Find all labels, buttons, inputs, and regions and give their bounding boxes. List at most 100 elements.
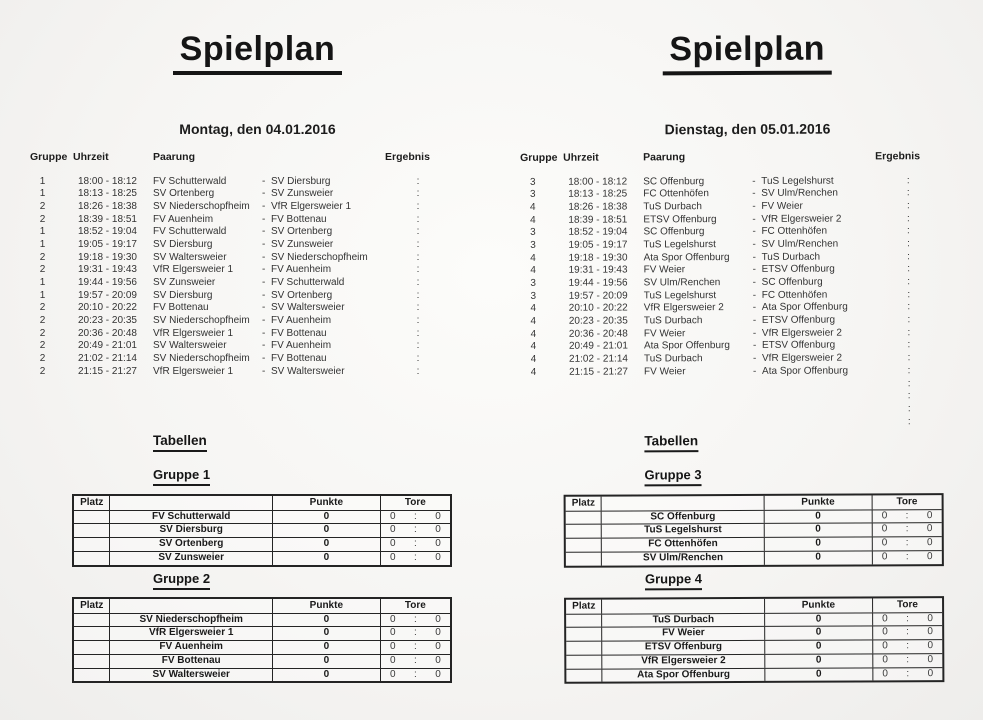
table-row: SV Zunsweier 0 0 : 0: [74, 550, 450, 565]
tore-heim: 0: [882, 640, 888, 652]
table-row: FV Auenheim 0 0 : 0: [74, 640, 450, 654]
row-gruppe: 4: [530, 303, 537, 315]
row-heim-team: TuS Legelshurst: [643, 289, 717, 302]
vs-dash: -: [262, 315, 266, 327]
cell-tore: 0 : 0: [873, 537, 942, 550]
cell-tore: 0 : 0: [381, 627, 450, 640]
tore-colon: :: [413, 538, 417, 550]
schedule-row: 2 20:36 - 20:48 VfR Elgersweier 1 - FV B…: [0, 328, 491, 341]
schedule-row: 2 19:18 - 19:30 SV Waltersweier - SV Nie…: [0, 252, 491, 265]
row-uhrzeit: 18:26 - 18:38: [568, 201, 628, 213]
vs-dash: -: [753, 365, 757, 377]
row-gast-team: SV Zunsweier: [271, 188, 334, 200]
row-uhrzeit: 19:05 - 19:17: [568, 239, 628, 251]
table-row: Ata Spor Offenburg 0 0 : 0: [566, 666, 943, 683]
row-heim-team: SV Diersburg: [153, 289, 213, 301]
row-gast-team: SV Diersburg: [271, 175, 331, 187]
group-heading-gruppe-2: Gruppe 2: [153, 571, 211, 590]
tore-colon: :: [906, 640, 910, 652]
row-heim-team: TuS Durbach: [643, 201, 702, 213]
row-ergebnis-colon: :: [907, 352, 911, 364]
row-gast-team: FV Weier: [761, 200, 803, 212]
vs-dash: -: [262, 188, 266, 200]
row-gruppe: 2: [39, 264, 46, 276]
cell-platz: [74, 538, 111, 551]
tore-heim: 0: [390, 613, 396, 625]
table-row: SV Ulm/Renchen 0 0 : 0: [565, 549, 942, 566]
row-gruppe: 1: [39, 226, 46, 238]
table-body: SC Offenburg 0 0 : 0 TuS Legelshurst 0: [565, 508, 942, 566]
row-gruppe: 2: [39, 353, 46, 365]
row-uhrzeit: 19:57 - 20:09: [78, 289, 137, 301]
tore-colon: :: [413, 627, 417, 639]
cell-tore: 0 : 0: [381, 614, 450, 627]
table-row: VfR Elgersweier 2 0 0 : 0: [566, 652, 943, 669]
tore-gast: 0: [435, 654, 441, 666]
cell-platz: [565, 524, 603, 538]
table-body: FV Schutterwald 0 0 : 0 SV Diersburg 0: [74, 509, 450, 565]
row-gast-team: Ata Spor Offenburg: [762, 365, 849, 377]
row-gast-team: SV Ulm/Renchen: [761, 238, 839, 250]
row-heim-team: SV Waltersweier: [153, 251, 227, 263]
tore-gast: 0: [927, 626, 933, 638]
cell-team: SV Zunsweier: [110, 551, 273, 565]
cell-platz: [565, 538, 603, 552]
cell-team: FC Ottenhöfen: [602, 537, 765, 552]
row-gast-team: ETSV Offenburg: [761, 340, 836, 352]
tore-heim: 0: [881, 509, 888, 521]
cell-team: VfR Elgersweier 1: [110, 627, 273, 641]
table-row: SV Waltersweier 0 0 : 0: [74, 667, 450, 682]
group-table-gruppe-3: Platz Punkte Tore SC Offenburg 0 0 : 0: [563, 493, 944, 568]
cell-team: FV Weier: [602, 627, 766, 641]
cell-tore: 0 : 0: [381, 641, 450, 654]
table-header-row: Platz Punkte Tore: [74, 599, 450, 613]
tore-colon: :: [413, 551, 417, 563]
page-title: Spielplan: [172, 30, 343, 76]
row-ergebnis-colon: :: [416, 264, 420, 276]
cell-platz: [74, 510, 111, 524]
cell-team: FV Schutterwald: [110, 510, 273, 524]
tore-gast: 0: [435, 641, 441, 653]
row-gast-team: VfR Elgersweier 2: [761, 327, 842, 339]
vs-dash: -: [752, 276, 757, 288]
cell-platz: [74, 613, 111, 627]
cell-team: VfR Elgersweier 2: [602, 654, 766, 669]
row-ergebnis-colon: :: [907, 377, 911, 389]
schedule-row: 1 18:13 - 18:25 SV Ortenberg - SV Zunswe…: [0, 188, 491, 201]
table-body: TuS Durbach 0 0 : 0 FV Weier 0: [566, 611, 943, 683]
row-gast-team: SV Waltersweier: [271, 302, 345, 314]
schedule-column-headers: Gruppe Uhrzeit Paarung Ergebnis: [0, 151, 491, 165]
row-heim-team: TuS Durbach: [643, 353, 703, 365]
tore-heim: 0: [881, 551, 888, 563]
cell-punkte: 0: [765, 626, 874, 640]
tore-colon: :: [413, 654, 417, 666]
row-heim-team: SV Zunsweier: [153, 277, 216, 288]
row-ergebnis-colon: :: [907, 314, 911, 326]
row-gast-team: FV Schutterwald: [271, 277, 345, 288]
header-team-blank: [602, 495, 765, 511]
cell-punkte: 0: [764, 612, 873, 627]
vs-dash: -: [262, 175, 266, 187]
row-gruppe: 4: [530, 341, 537, 353]
row-heim-team: SV Niederschopfheim: [153, 200, 250, 212]
cell-team: TuS Legelshurst: [602, 524, 765, 538]
cell-team: FV Auenheim: [110, 641, 273, 654]
column-header-uhrzeit: Uhrzeit: [563, 151, 599, 164]
tabellen-heading: Tabellen: [153, 433, 207, 452]
tore-heim: 0: [882, 654, 888, 666]
row-ergebnis-colon: :: [416, 251, 420, 263]
group-heading-gruppe-4: Gruppe 4: [644, 571, 703, 591]
vs-dash: -: [262, 327, 266, 339]
cell-team: SV Ulm/Renchen: [602, 551, 765, 566]
tore-colon: :: [906, 626, 909, 638]
header-platz: Platz: [74, 599, 111, 613]
tore-heim: 0: [390, 551, 396, 563]
tore-gast: 0: [435, 551, 441, 563]
row-gast-team: SV Ulm/Renchen: [761, 187, 839, 200]
row-uhrzeit: 18:52 - 19:04: [568, 226, 628, 238]
row-gruppe: 2: [39, 340, 46, 352]
vs-dash: -: [262, 353, 266, 365]
tore-gast: 0: [927, 612, 933, 624]
table-row: SV Niederschopfheim 0 0 : 0: [74, 612, 450, 627]
row-ergebnis-colon: :: [906, 187, 910, 199]
